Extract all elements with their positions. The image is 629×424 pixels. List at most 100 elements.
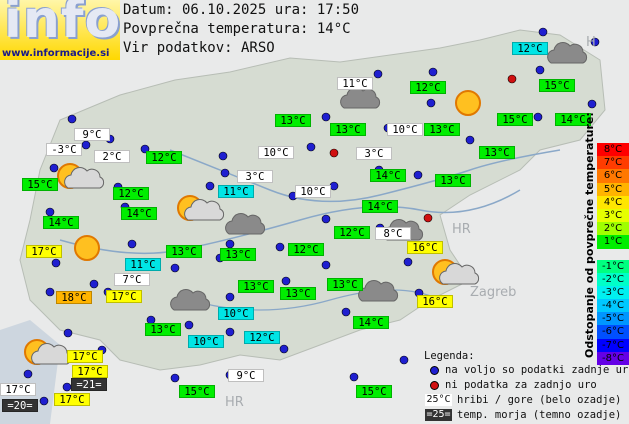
legend-text: na voljo so podatki zadnje ure	[445, 364, 629, 376]
scale-item: 4°C	[597, 195, 629, 209]
station-temp: 12°C	[288, 243, 324, 256]
map-label: H	[586, 35, 596, 50]
station-temp: 15°C	[356, 385, 392, 398]
station-temp: 15°C	[22, 178, 58, 191]
station-dot	[62, 382, 72, 392]
station-dot	[413, 170, 423, 180]
station-temp: 11°C	[337, 77, 373, 90]
station-temp: 13°C	[327, 278, 363, 291]
station-dot	[170, 263, 180, 273]
station-temp: 14°C	[362, 200, 398, 213]
sun-icon	[455, 90, 481, 116]
station-dot	[225, 292, 235, 302]
station-dot-missing	[329, 148, 339, 158]
source-line: Vir podatkov: ARSO	[123, 40, 275, 56]
scale-item: -5°C	[597, 312, 629, 326]
station-temp: 18°C	[56, 291, 92, 304]
station-temp: 12°C	[113, 187, 149, 200]
station-temp: 13°C	[479, 146, 515, 159]
station-dot	[535, 65, 545, 75]
station-temp: 13°C	[330, 123, 366, 136]
station-temp: =21=	[71, 378, 107, 391]
station-temp: 16°C	[417, 295, 453, 308]
station-temp: 3°C	[237, 170, 273, 183]
scale: 8°C 7°C 6°C 5°C 4°C 3°C 2°C 1°C -1°C -2°C -3°C -4°C…	[597, 143, 629, 365]
legend-dot-blue	[430, 366, 439, 375]
scale-item: 3°C	[597, 208, 629, 223]
station-temp: 2°C	[94, 150, 130, 163]
cloud-icon	[439, 263, 480, 285]
station-temp: 12°C	[146, 151, 182, 164]
station-dot	[205, 181, 215, 191]
station-temp: 10°C	[387, 123, 423, 136]
station-dot	[89, 279, 99, 289]
river	[169, 149, 561, 203]
station-temp: 12°C	[512, 42, 548, 55]
legend-sample: =25=	[425, 409, 452, 421]
scale-item: -6°C	[597, 325, 629, 339]
station-dot	[184, 320, 194, 330]
station-temp: 13°C	[280, 287, 316, 300]
scale-item: -2°C	[597, 272, 629, 286]
scale-item: 2°C	[597, 222, 629, 236]
station-dot	[538, 27, 548, 37]
cloud-icon	[340, 87, 381, 109]
station-dot	[399, 355, 409, 365]
map-label: Zagreb	[470, 285, 517, 300]
sun-icon	[74, 235, 100, 261]
station-temp: 11°C	[125, 258, 161, 271]
station-dot	[127, 239, 137, 249]
station-dot	[45, 287, 55, 297]
station-dot	[45, 207, 55, 217]
station-temp: =20=	[2, 399, 38, 412]
date-line: Datum: 06.10.2025 ura: 17:50	[123, 2, 360, 18]
station-temp: 15°C	[497, 113, 533, 126]
station-dot	[533, 112, 543, 122]
station-temp: 10°C	[295, 185, 331, 198]
cloud-icon	[225, 213, 266, 235]
legend-dot-red	[430, 381, 439, 390]
station-dot	[218, 151, 228, 161]
logo-word: info	[4, 0, 122, 50]
scale-item: 8°C	[597, 143, 629, 157]
station-dot	[306, 142, 316, 152]
weather-icons	[24, 42, 588, 365]
station-temp: 12°C	[244, 331, 280, 344]
station-dot	[63, 328, 73, 338]
station-dot	[321, 112, 331, 122]
station-temp: 13°C	[166, 245, 202, 258]
station-temp: 10°C	[258, 146, 294, 159]
cloud-icon	[547, 42, 588, 64]
logo-site: www.informacije.si	[2, 48, 110, 59]
scale-item: 5°C	[597, 182, 629, 196]
station-temp: 14°C	[353, 316, 389, 329]
station-dot	[281, 276, 291, 286]
station-dot	[67, 114, 77, 124]
station-temp: 9°C	[228, 369, 264, 382]
station-temp: 17°C	[67, 350, 103, 363]
scale-item: 6°C	[597, 169, 629, 183]
station-dot-missing	[423, 213, 433, 223]
station-dot	[51, 258, 61, 268]
station-temp: 17°C	[106, 290, 142, 303]
station-temp: 14°C	[555, 113, 591, 126]
station-dot	[39, 396, 49, 406]
legend-text: temp. morja (temno ozadje)	[457, 409, 622, 421]
station-dot	[321, 260, 331, 270]
station-temp: 16°C	[407, 241, 443, 254]
station-dot	[373, 69, 383, 79]
legend-text: ni podatka za zadnjo uro	[445, 379, 597, 391]
station-dot	[426, 98, 436, 108]
station-dot-missing	[507, 74, 517, 84]
station-temp: 14°C	[43, 216, 79, 229]
station-temp: 8°C	[375, 227, 411, 240]
cloud-icon	[64, 167, 105, 189]
station-temp: 14°C	[121, 207, 157, 220]
station-dot	[428, 67, 438, 77]
cloud-icon	[170, 289, 211, 311]
station-temp: 10°C	[218, 307, 254, 320]
map-label: HR	[225, 395, 244, 410]
legend-sample: 25°C	[425, 394, 452, 406]
station-dot	[590, 37, 600, 47]
